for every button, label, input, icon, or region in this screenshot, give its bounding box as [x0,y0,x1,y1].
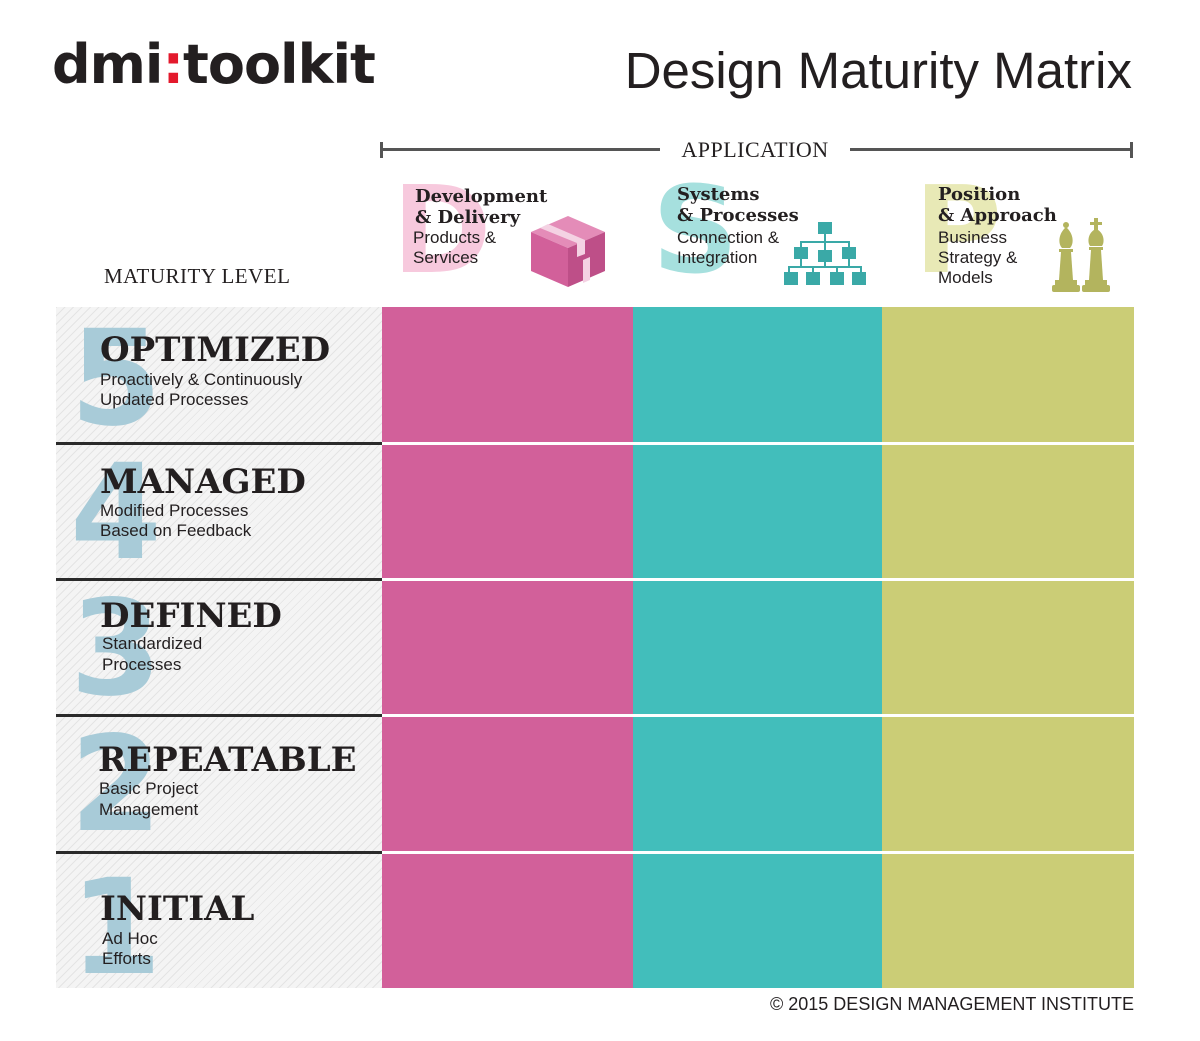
copyright-notice: © 2015 DESIGN MANAGEMENT INSTITUTE [770,994,1134,1014]
box-icon [531,216,605,287]
column-letter-d: D [392,162,492,301]
matrix-row-separator [382,851,1134,854]
column-header-position: P Position & Approach Business Strategy … [912,172,1132,297]
level-number: 5 [70,307,162,443]
column-title-line1: Systems [677,184,760,205]
level-name: REPEATABLE [98,740,357,780]
column-header-development: D Development & Delivery Products & Serv… [388,172,628,297]
level-description-line2: Management [99,800,199,819]
logo-toolkit-text: toolkit [183,33,376,96]
level-description-line2: Processes [102,655,182,674]
column-title-line1: Position [938,184,1021,205]
page-title: Design Maturity Matrix [624,42,1132,99]
column-title-line2: & Approach [938,205,1057,226]
matrix-row-separator [382,442,1134,445]
level-name: DEFINED [100,596,282,636]
level-number: 2 [70,717,162,851]
level-row-managed: 4 MANAGED Modified Processes Based on Fe… [56,445,382,578]
org-chart-icon [784,222,866,285]
column-title-line1: Development [415,186,548,207]
column-letter-p: P [914,162,1002,301]
level-row-optimized: 5 OPTIMIZED Proactively & Continuously U… [56,307,382,443]
application-bracket-left-line [380,148,660,151]
level-description-line2: Based on Feedback [100,521,252,540]
logo-dmi-text: dmi [52,33,163,96]
column-title-line2: & Delivery [415,207,521,228]
column-subtitle-line2: Services [413,248,479,267]
level-separator [56,851,382,854]
level-name: MANAGED [100,462,306,502]
matrix-column-systems [633,307,882,988]
matrix-column-development [382,307,633,988]
column-subtitle-line2: Strategy & [938,248,1018,267]
level-number: 1 [70,854,162,988]
column-subtitle-line1: Connection & [677,228,780,247]
level-number: 3 [70,581,162,714]
level-description-line1: Proactively & Continuously [100,370,303,389]
level-row-defined: 3 DEFINED Standardized Processes [56,581,382,714]
column-letter-s: S [652,162,739,301]
level-description-line1: Basic Project [99,779,199,798]
dmi-toolkit-logo: dmi:toolkit [52,38,376,92]
level-row-initial: 1 INITIAL Ad Hoc Efforts [56,854,382,988]
level-description-line1: Standardized [102,634,203,653]
level-separator [56,442,382,445]
chess-pieces-icon [1052,218,1110,292]
level-description-line1: Ad Hoc [102,929,158,948]
column-title-line2: & Processes [677,205,799,226]
level-description-line2: Updated Processes [100,390,249,409]
level-name: INITIAL [100,889,255,929]
column-subtitle-line2: Integration [677,248,758,267]
column-subtitle-line1: Business [938,228,1007,247]
level-separator [56,714,382,717]
level-description-line1: Modified Processes [100,501,249,520]
matrix-row-separator [382,578,1134,581]
level-number: 4 [70,445,162,578]
maturity-level-label: MATURITY LEVEL [104,264,291,288]
matrix-column-position [882,307,1134,988]
application-bracket-right-line [850,148,1133,151]
level-row-repeatable: 2 REPEATABLE Basic Project Management [56,717,382,851]
application-label: APPLICATION [681,137,829,162]
column-subtitle-line3: Models [938,268,993,287]
matrix-row-separator [382,714,1134,717]
column-header-systems: S Systems & Processes Connection & Integ… [650,172,880,297]
application-bracket-right-tick [1130,142,1133,158]
level-name: OPTIMIZED [100,330,331,370]
logo-colon: : [162,33,184,96]
column-subtitle-line1: Products & [413,228,497,247]
level-description-line2: Efforts [102,949,151,968]
level-separator [56,578,382,581]
